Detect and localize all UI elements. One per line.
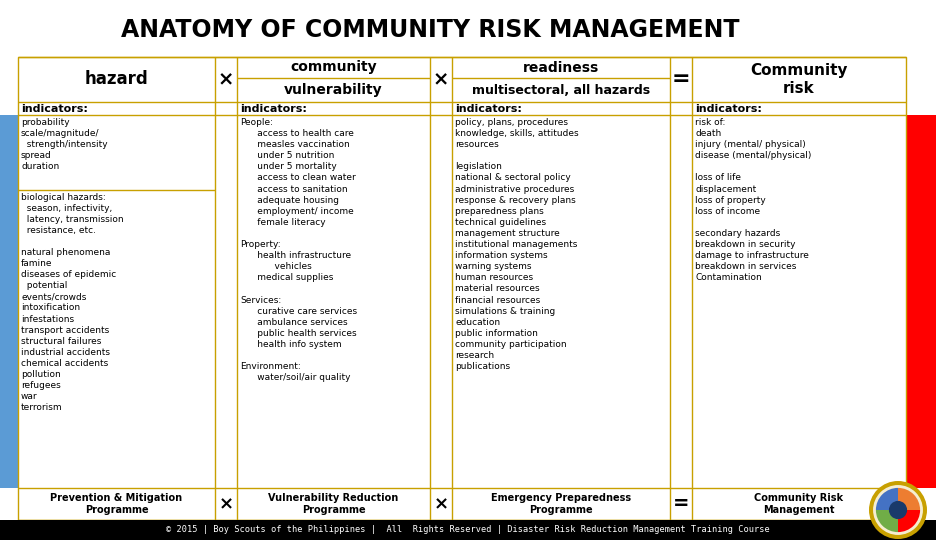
Bar: [18, 57, 906, 520]
Circle shape: [869, 481, 927, 539]
Text: =: =: [672, 70, 691, 90]
Text: indicators:: indicators:: [21, 104, 88, 113]
Text: biological hazards:
  season, infectivity,
  latency, transmission
  resistance,: biological hazards: season, infectivity,…: [21, 193, 124, 235]
Text: indicators:: indicators:: [455, 104, 522, 113]
Text: readiness: readiness: [523, 60, 599, 75]
Text: ×: ×: [218, 70, 234, 89]
Text: ×: ×: [433, 495, 448, 513]
Text: indicators:: indicators:: [240, 104, 307, 113]
Text: ×: ×: [218, 495, 234, 513]
Text: policy, plans, procedures
knowledge, skills, attitudes
resources

legislation
na: policy, plans, procedures knowledge, ski…: [455, 118, 578, 371]
Text: ×: ×: [432, 70, 449, 89]
Text: indicators:: indicators:: [695, 104, 762, 113]
Text: People:
      access to health care
      measles vaccination
      under 5 nutr: People: access to health care measles va…: [240, 118, 358, 382]
Text: Emergency Preparedness
Programme: Emergency Preparedness Programme: [491, 493, 631, 515]
Bar: [0, 115, 18, 488]
Text: © 2015 | Boy Scouts of the Philippines |  All  Rights Reserved | Disaster Risk R: © 2015 | Boy Scouts of the Philippines |…: [166, 525, 770, 535]
Text: natural phenomena
famine
diseases of epidemic
  potential
events/crowds
intoxifi: natural phenomena famine diseases of epi…: [21, 248, 116, 413]
Text: community: community: [290, 60, 377, 75]
Wedge shape: [898, 510, 920, 532]
Bar: [0, 520, 936, 540]
Text: Prevention & Mitigation
Programme: Prevention & Mitigation Programme: [51, 493, 183, 515]
Bar: [906, 115, 936, 488]
Text: vulnerability: vulnerability: [285, 83, 383, 97]
Text: probability
scale/magnitude/
  strength/intensity
spread
duration: probability scale/magnitude/ strength/in…: [21, 118, 108, 171]
Circle shape: [872, 484, 924, 536]
Text: hazard: hazard: [84, 71, 149, 89]
Text: ANATOMY OF COMMUNITY RISK MANAGEMENT: ANATOMY OF COMMUNITY RISK MANAGEMENT: [121, 18, 739, 42]
Wedge shape: [876, 488, 898, 510]
Circle shape: [889, 501, 907, 519]
Wedge shape: [898, 488, 920, 510]
Text: risk of:
death
injury (mental/ physical)
disease (mental/physical)

loss of life: risk of: death injury (mental/ physical)…: [695, 118, 812, 282]
Text: multisectoral, all hazards: multisectoral, all hazards: [472, 84, 651, 97]
Wedge shape: [876, 510, 898, 532]
Text: Vulnerability Reduction
Programme: Vulnerability Reduction Programme: [269, 493, 399, 515]
Text: Community Risk
Management: Community Risk Management: [754, 493, 843, 515]
Text: Community
risk: Community risk: [751, 63, 848, 96]
Text: =: =: [673, 495, 689, 514]
